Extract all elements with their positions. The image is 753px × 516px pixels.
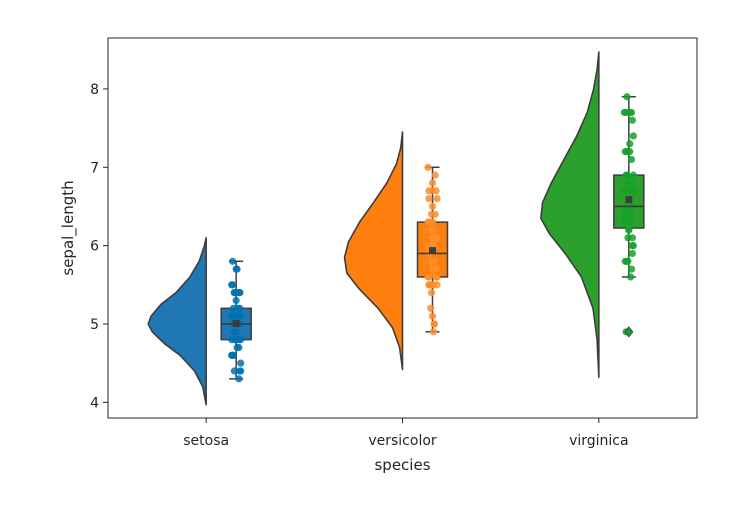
data-point — [429, 281, 437, 289]
data-point — [428, 202, 437, 211]
data-point — [432, 273, 440, 281]
data-point — [236, 289, 244, 297]
data-point — [230, 289, 238, 297]
data-point — [629, 171, 637, 179]
data-point — [628, 249, 637, 258]
series-virginica — [540, 51, 645, 379]
data-point — [428, 179, 437, 187]
data-point — [232, 328, 240, 336]
y-tick-label: 6 — [90, 239, 99, 255]
data-point — [432, 265, 440, 273]
data-point — [237, 336, 245, 344]
data-point — [425, 195, 433, 203]
violin-half-virginica — [540, 51, 600, 379]
data-point — [236, 367, 244, 375]
data-point — [228, 351, 237, 359]
data-point — [424, 163, 432, 171]
data-point — [624, 234, 632, 242]
data-point — [623, 257, 631, 265]
data-point — [621, 218, 629, 226]
data-point — [629, 132, 637, 140]
y-tick-label: 7 — [90, 160, 99, 176]
data-point — [627, 273, 635, 281]
data-point — [623, 93, 631, 101]
data-point — [232, 296, 240, 305]
data-point — [234, 304, 242, 312]
data-point — [233, 343, 241, 352]
data-point — [433, 234, 441, 242]
data-point — [429, 328, 437, 336]
data-point — [626, 140, 634, 148]
outlier-point — [624, 326, 634, 338]
data-point — [622, 171, 630, 179]
data-point — [428, 289, 436, 297]
data-point — [625, 210, 633, 218]
data-point — [627, 265, 636, 273]
data-point — [228, 312, 236, 320]
data-point — [627, 108, 636, 117]
data-point — [428, 218, 437, 226]
data-point — [428, 312, 437, 320]
x-axis: setosa versicolor virginica — [183, 418, 629, 449]
data-point — [432, 187, 440, 195]
x-tick-label: virginica — [569, 433, 629, 449]
plot-area — [147, 51, 645, 406]
mean-marker — [232, 320, 240, 328]
data-point — [428, 234, 436, 242]
series-versicolor — [343, 131, 449, 371]
data-point — [230, 367, 238, 375]
data-point — [433, 195, 441, 203]
data-point — [625, 226, 633, 234]
data-point — [620, 108, 628, 117]
series-setosa — [147, 236, 252, 406]
data-point — [427, 257, 435, 265]
data-point — [431, 210, 439, 218]
data-point — [424, 273, 432, 281]
data-point — [427, 304, 435, 312]
y-tick-label: 8 — [90, 82, 99, 98]
x-axis-label: species — [374, 456, 430, 474]
violin-half-versicolor — [343, 131, 404, 371]
data-point — [627, 155, 636, 164]
x-tick-label: setosa — [183, 433, 229, 449]
data-point — [233, 265, 241, 273]
data-point — [624, 187, 632, 195]
data-point — [235, 312, 243, 320]
data-point — [627, 179, 635, 187]
data-point — [228, 257, 237, 265]
data-point — [425, 226, 433, 234]
y-tick-label: 5 — [90, 317, 99, 333]
data-point — [231, 336, 239, 344]
x-tick-label: versicolor — [368, 433, 437, 449]
data-point — [228, 281, 237, 289]
y-tick-label: 4 — [90, 395, 99, 411]
mean-marker — [625, 196, 633, 204]
data-point — [626, 148, 634, 156]
y-axis-label: sepal_length — [59, 180, 78, 275]
data-point — [425, 187, 433, 195]
data-point — [430, 320, 438, 328]
y-axis: 4 5 6 7 8 — [90, 82, 108, 411]
data-point — [628, 116, 637, 124]
mean-marker — [429, 247, 436, 255]
data-point — [628, 242, 637, 250]
data-point — [235, 375, 243, 383]
data-point — [237, 359, 245, 367]
violin-half-setosa — [147, 236, 207, 406]
data-point — [431, 171, 439, 179]
data-point — [627, 218, 636, 226]
